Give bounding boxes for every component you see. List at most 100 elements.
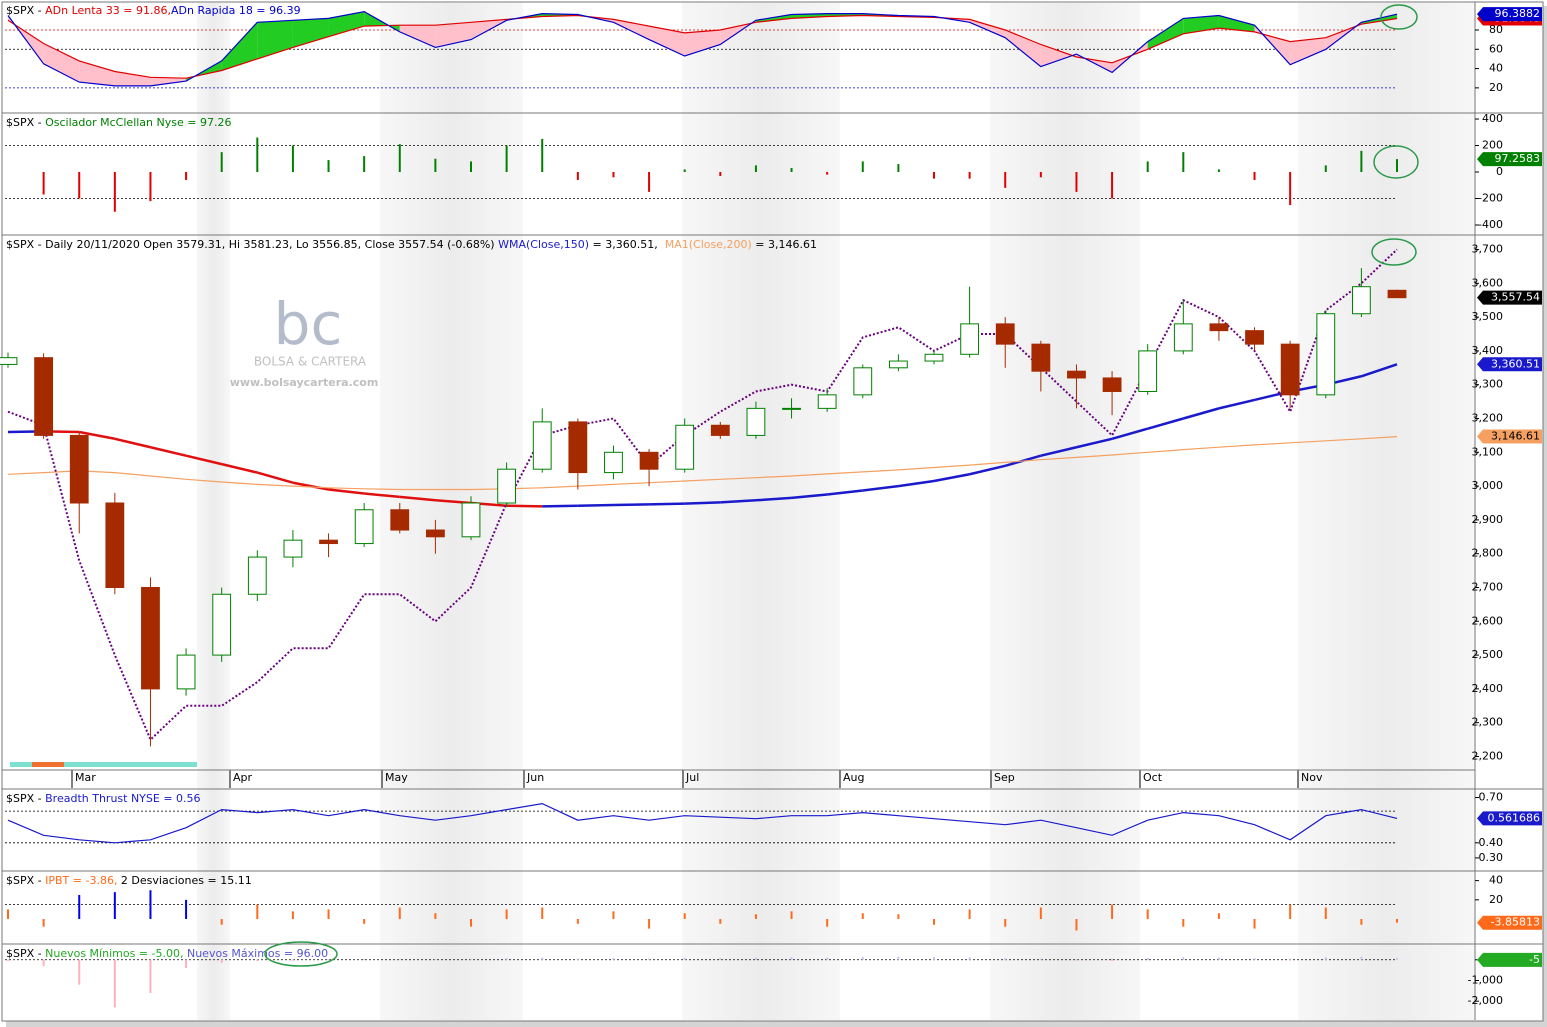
candle-body: [390, 509, 410, 531]
candle-body: [1387, 289, 1407, 299]
legend-entry: Oscilador McClellan Nyse = 97.26: [45, 116, 231, 129]
series-segment: [1360, 363, 1398, 378]
legend-entry: IPBT = -3.86,: [45, 874, 117, 887]
url: www.bolsaycartera.com: [230, 376, 379, 389]
band-fill: [43, 43, 80, 83]
legend-entry: Nuevos Mínimos = -5.00,: [45, 947, 183, 960]
series-segment: [506, 504, 543, 508]
candle-body: [1245, 330, 1264, 345]
y-tick-label: -400: [1478, 218, 1503, 231]
y-tick-label: 2,600: [1472, 614, 1504, 627]
series-segment: [114, 437, 151, 449]
y-tick-label: 2,400: [1472, 682, 1504, 695]
legend: $SPX - IPBT = -3.86, 2 Desviaciones = 15…: [6, 874, 252, 887]
y-tick-label: 3,400: [1472, 344, 1504, 357]
plots: 20 40 60 80 $SPX - ADn Lenta 33 = 91.86,ADn …: [0, 4, 1543, 1008]
candle-body: [1067, 370, 1086, 379]
candle-body: [1102, 377, 1122, 392]
series-segment: [933, 473, 970, 483]
band-fill: [221, 22, 258, 71]
series-segment: [78, 430, 116, 441]
candle-body: [497, 468, 517, 504]
series-segment: [969, 464, 1006, 476]
series-segment: [1147, 417, 1184, 430]
y-tick-label: 0.30: [1479, 851, 1504, 864]
legend-entry: WMA(Close,150): [498, 238, 589, 251]
x-tick-label: Sep: [994, 771, 1015, 784]
candle-body: [69, 434, 89, 504]
candle-body: [1316, 313, 1336, 396]
band-fill: [1218, 15, 1255, 32]
watermark: bc BOLSA & CARTERA www.bolsaycartera.com: [230, 290, 379, 389]
y-tick-label: 20: [1489, 893, 1503, 906]
y-tick-label: 2,300: [1472, 716, 1504, 729]
legend-value: = 3,360.51,: [589, 238, 661, 251]
x-tick-label: Mar: [75, 771, 96, 784]
candle-body: [1280, 343, 1300, 396]
series-segment: [1182, 407, 1220, 420]
series-segment: [185, 454, 222, 466]
series-segment: [1218, 398, 1255, 410]
shading: [197, 3, 1475, 1020]
candle-body: [924, 353, 944, 362]
legend-prefix: $SPX -: [6, 792, 45, 805]
candle-body: [960, 323, 980, 355]
series-segment: [791, 493, 828, 500]
band-fill: [79, 60, 115, 86]
series-segment: [364, 492, 400, 499]
value-box-label: -3.85813: [1491, 916, 1540, 929]
legend: $SPX - Nuevos Mínimos = -5.00, Nuevos Má…: [6, 947, 328, 960]
series-segment: [649, 502, 685, 506]
y-tick-label: 80: [1489, 23, 1503, 36]
value-box: [1477, 7, 1542, 22]
value-box: [1477, 429, 1542, 444]
y-tick-label: 60: [1489, 42, 1503, 55]
candle-body: [176, 654, 196, 690]
series-segment: [292, 481, 329, 491]
overlay-line: [7, 248, 1398, 742]
candle-body: [568, 421, 588, 474]
band-fill: [114, 71, 151, 86]
series-segment: [577, 503, 614, 507]
series-segment: [898, 479, 935, 488]
series-segment: [720, 499, 756, 504]
value-box-label: 0.561686: [1488, 811, 1541, 824]
chart-title: $SPX - Daily 20/11/2020 Open 3579.31, Hi…: [6, 238, 495, 251]
y-tick-label: 20: [1489, 81, 1503, 94]
value-box: [1477, 952, 1542, 967]
series-segment: [328, 488, 365, 495]
x-tick-label: Apr: [233, 771, 253, 784]
legend-note: 2 Desviaciones = 15.11: [117, 874, 251, 887]
legend-prefix: $SPX -: [6, 116, 45, 129]
series-segment: [827, 489, 863, 496]
y-tick-label: 0: [1496, 165, 1503, 178]
series-segment: [150, 446, 187, 457]
series-segment: [1111, 427, 1149, 440]
candle-body: [247, 556, 267, 595]
value-box-label: 3,146.61: [1491, 430, 1540, 443]
band-fill: [1290, 37, 1326, 65]
brand: BOLSA & CARTERA: [254, 355, 367, 369]
candle-body: [746, 407, 766, 436]
series-segment: [684, 501, 721, 505]
series-segment: [542, 504, 578, 508]
candle-body: [283, 539, 303, 558]
series-segment: [862, 484, 899, 492]
legend: $SPX - Daily 20/11/2020 Open 3579.31, Hi…: [6, 238, 817, 251]
series-line: [7, 10, 1398, 87]
candle-body: [461, 502, 481, 538]
series-segment: [1040, 446, 1077, 457]
candle-body: [319, 539, 338, 545]
candle-body: [995, 323, 1015, 345]
band-fill: [150, 77, 187, 86]
y-tick-label: 3,600: [1472, 276, 1504, 289]
legend-entry: ADn Rapida 18 = 96.39: [171, 4, 301, 17]
band-fill: [649, 26, 685, 57]
value-box: [1477, 811, 1542, 826]
candle-body: [105, 502, 125, 588]
legend-prefix: $SPX -: [6, 947, 45, 960]
y-tick-label: -1,000: [1468, 973, 1503, 986]
candle-body: [1138, 350, 1158, 392]
y-tick-label: -2,000: [1468, 994, 1503, 1007]
